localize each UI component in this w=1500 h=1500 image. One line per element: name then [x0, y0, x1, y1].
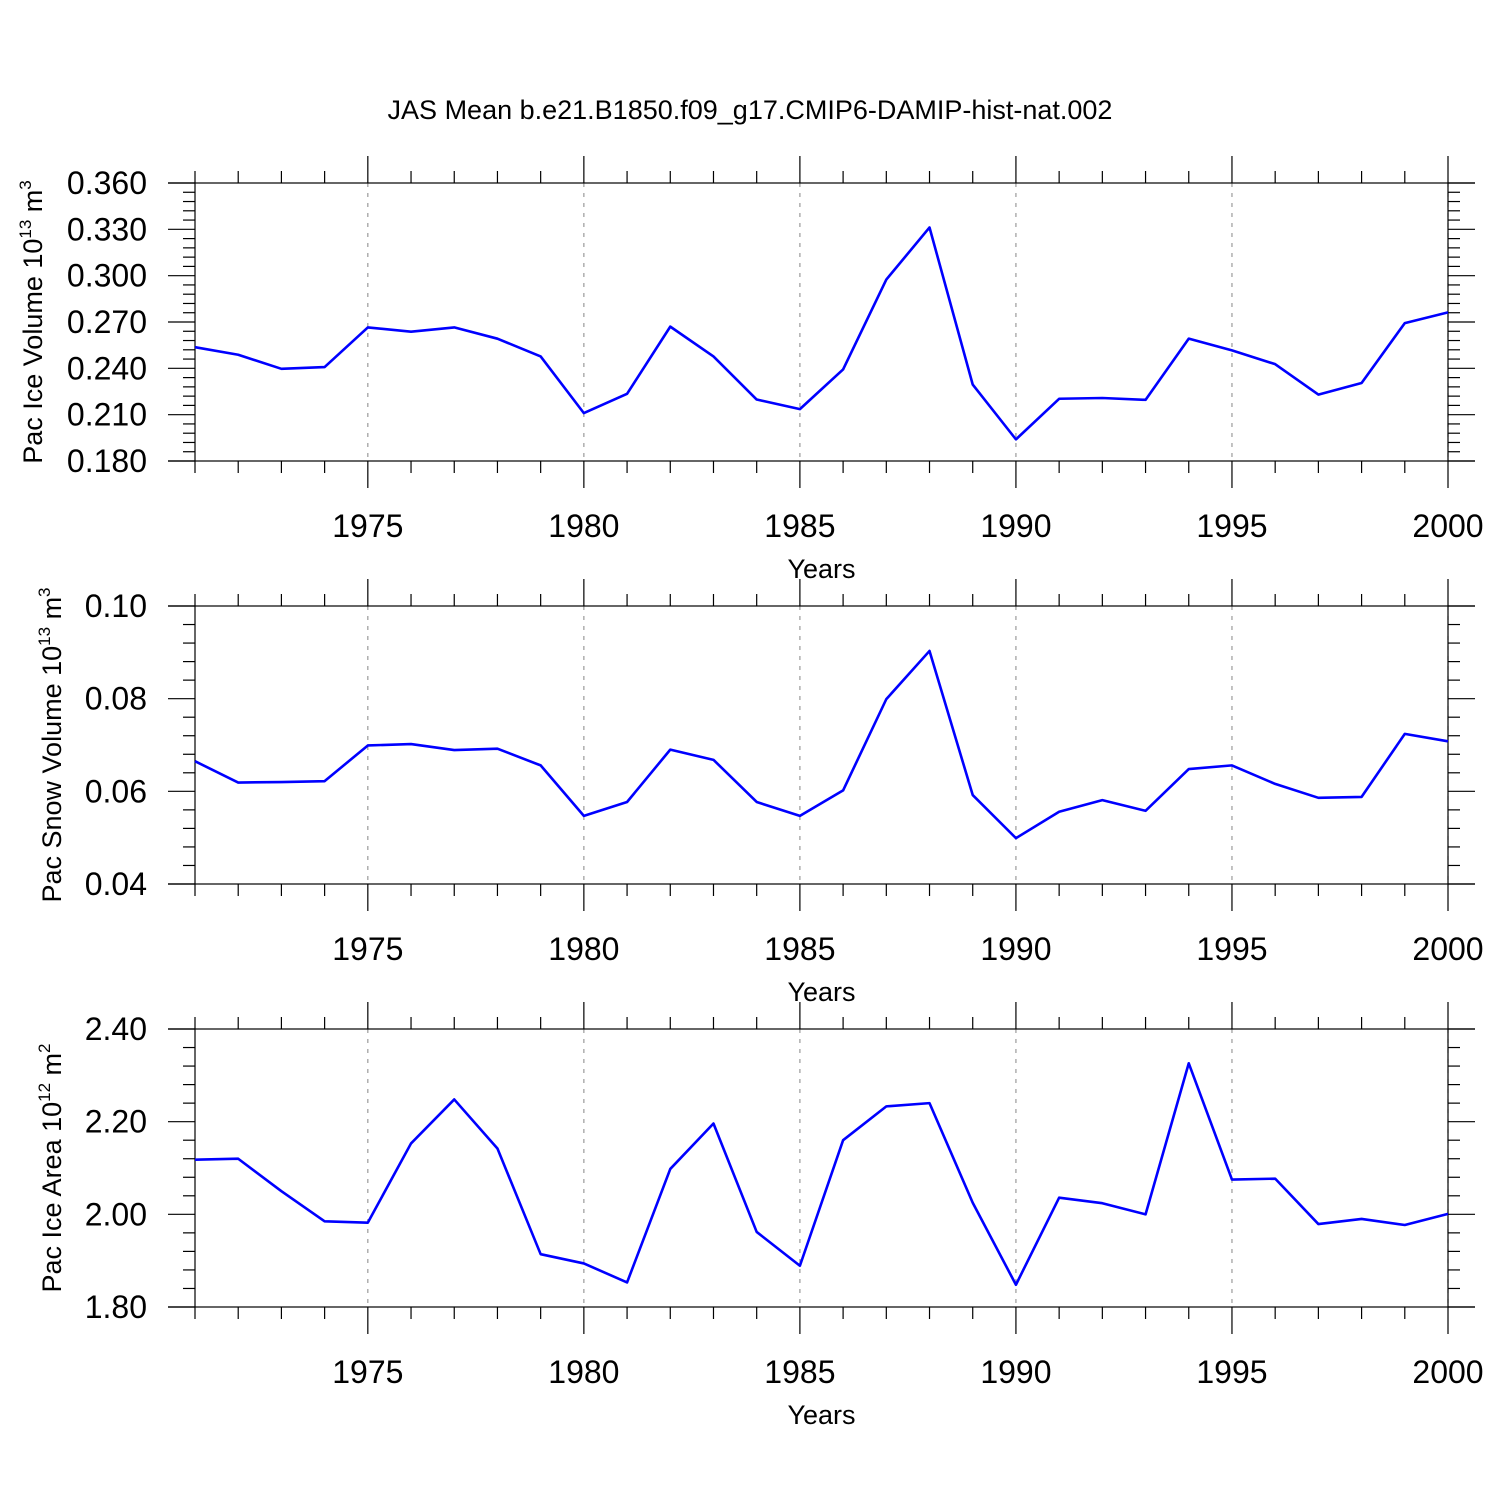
y-tick-label: 2.20	[85, 1104, 147, 1140]
y-tick-label: 0.08	[85, 681, 147, 717]
series-line	[194, 649, 1449, 840]
y-axis-title-unit-exponent: 2	[35, 1043, 54, 1052]
y-axis-title-unit: m	[37, 597, 67, 627]
y-tick-label: 0.180	[67, 443, 147, 479]
y-axis-title: Pac Ice Area 1012 m2	[35, 1043, 67, 1292]
y-axis-title-unit-exponent: 3	[16, 180, 35, 189]
x-tick-label: 2000	[1412, 1354, 1483, 1390]
y-tick-label: 0.270	[67, 304, 147, 340]
x-tick-label: 1985	[764, 508, 835, 544]
y-axis-title-exponent: 13	[16, 220, 35, 239]
y-tick-label: 0.210	[67, 397, 147, 433]
y-tick-label: 1.80	[85, 1289, 147, 1325]
x-tick-label: 1975	[332, 1354, 403, 1390]
chart-title: JAS Mean b.e21.B1850.f09_g17.CMIP6-DAMIP…	[388, 95, 1113, 125]
x-tick-label: 1995	[1196, 1354, 1267, 1390]
y-axis-title: Pac Snow Volume 1013 m3	[35, 587, 67, 902]
x-tick-label: 1995	[1196, 508, 1267, 544]
plot-frame	[194, 605, 1449, 885]
chart-panel-3: 1.80 2.00 2.20 2.40 1975 1980 1985 1990 1995 2000…	[35, 1002, 1484, 1430]
x-tick-label: 1975	[332, 931, 403, 967]
x-tick-label: 1975	[332, 508, 403, 544]
x-axis-title: Years	[787, 1400, 855, 1430]
chart-panel-2: 0.04 0.06 0.08 0.10 1975 1980 1985 1990 1995 2000…	[35, 579, 1484, 1007]
x-tick-label: 2000	[1412, 508, 1483, 544]
y-axis-title-text: Pac Snow Volume 10	[37, 646, 67, 903]
y-tick-label: 0.300	[67, 258, 147, 294]
x-tick-label: 1990	[980, 931, 1051, 967]
y-axis-title-exponent: 12	[35, 1083, 54, 1102]
x-tick-label: 1980	[548, 508, 619, 544]
y-axis-title-unit: m	[18, 190, 48, 220]
y-tick-label: 0.240	[67, 350, 147, 386]
series-line	[194, 226, 1449, 441]
x-tick-label: 1985	[764, 931, 835, 967]
series-line	[194, 1061, 1449, 1287]
x-axis-title: Years	[787, 977, 855, 1007]
y-axis-title-unit-exponent: 3	[35, 587, 54, 596]
x-tick-label: 1985	[764, 1354, 835, 1390]
y-tick-label: 2.00	[85, 1196, 147, 1232]
x-tick-label: 1995	[1196, 931, 1267, 967]
plot-frame	[194, 182, 1449, 462]
y-tick-label: 0.06	[85, 773, 147, 809]
y-axis-title-text: Pac Ice Volume 10	[18, 239, 48, 464]
y-axis-title-unit: m	[37, 1053, 67, 1083]
y-tick-label: 0.330	[67, 211, 147, 247]
y-axis-title-text: Pac Ice Area 10	[37, 1102, 67, 1293]
y-tick-label: 0.360	[67, 165, 147, 201]
y-tick-label: 2.40	[85, 1011, 147, 1047]
x-axis-title: Years	[787, 554, 855, 584]
x-tick-label: 1990	[980, 1354, 1051, 1390]
chart-panel-1: 0.180 0.210 0.240 0.270 0.300 0.330 0.360 1975 1…	[16, 156, 1484, 584]
x-tick-label: 2000	[1412, 931, 1483, 967]
y-axis-title-exponent: 13	[35, 627, 54, 646]
x-tick-label: 1980	[548, 931, 619, 967]
y-axis-title: Pac Ice Volume 1013 m3	[16, 180, 48, 464]
x-tick-label: 1990	[980, 508, 1051, 544]
plot-frame	[194, 1028, 1449, 1308]
x-tick-label: 1980	[548, 1354, 619, 1390]
y-tick-label: 0.04	[85, 866, 147, 902]
y-tick-label: 0.10	[85, 588, 147, 624]
